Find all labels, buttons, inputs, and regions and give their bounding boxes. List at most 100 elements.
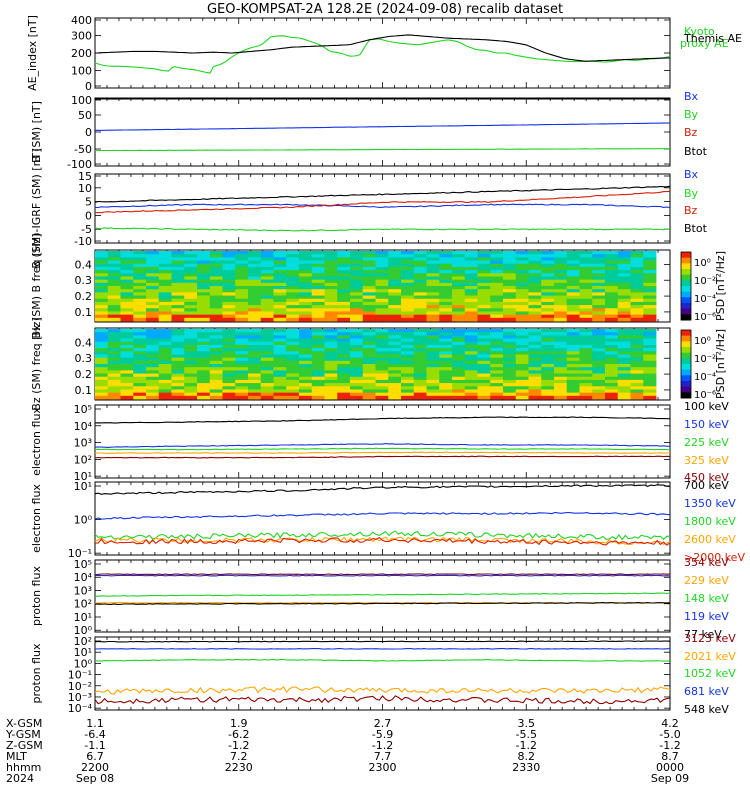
spectrogram-cell [311, 354, 325, 359]
spectrogram-cell [273, 386, 287, 390]
footer-value: 2330 [512, 761, 540, 774]
spectrogram-cell [197, 364, 211, 368]
spectrogram-cell [146, 338, 160, 343]
spectrogram-cell [120, 276, 134, 281]
spectrogram-cell [209, 360, 223, 365]
spectrogram-cell [235, 251, 249, 255]
spectrogram-cell [630, 282, 644, 287]
spectrogram-cell [426, 364, 440, 368]
spectrogram-cell [248, 367, 262, 371]
spectrogram-cell [286, 383, 300, 387]
spectrogram-cell [337, 289, 351, 293]
spectrogram-cell [362, 367, 376, 371]
spectrogram-cell [643, 270, 657, 274]
spectrogram-cell [146, 383, 160, 387]
spectrogram-cell [477, 357, 491, 362]
spectrogram-cell [566, 308, 580, 312]
spectrogram-cell [579, 289, 593, 293]
spectrogram-cell [643, 286, 657, 290]
spectrogram-cell [515, 367, 529, 371]
spectrogram-cell [566, 317, 580, 322]
spectrogram-cell [388, 395, 402, 400]
legend-entry: 700 keV [684, 479, 729, 492]
spectrogram-cell [273, 260, 287, 265]
spectrogram-cell [464, 344, 478, 349]
spectrogram-cell [324, 341, 338, 346]
spectrogram-cell [299, 254, 313, 258]
spectrogram-cell [107, 273, 121, 277]
spectrogram-cell [120, 282, 134, 287]
spectrogram-cell [375, 260, 389, 265]
spectrogram-cell [120, 341, 134, 346]
spectrogram-cell [477, 395, 491, 400]
spectrogram-cell [643, 357, 657, 362]
spectrogram-cell [350, 314, 364, 319]
spectrogram-cell [260, 373, 274, 378]
spectrogram-cell [528, 351, 542, 355]
spectrogram-cell [120, 286, 134, 290]
spectrogram-cell [184, 254, 198, 258]
spectrogram-cell [401, 344, 415, 349]
spectrogram-cell [158, 395, 172, 400]
spectrogram-cell [605, 263, 619, 268]
spectrogram-cell [452, 389, 466, 394]
spectrogram-cell [426, 367, 440, 371]
spectrogram-cell [592, 317, 606, 322]
spectrogram-cell [528, 270, 542, 274]
spectrogram-cell [209, 364, 223, 368]
spectrogram-cell [592, 373, 606, 378]
spectrogram-cell [528, 373, 542, 378]
spectrogram-cell [362, 295, 376, 300]
spectrogram-cell [490, 314, 504, 319]
spectrogram-cell [503, 301, 517, 306]
spectrogram-cell [273, 379, 287, 384]
spectrogram-cell [95, 360, 109, 365]
colorbar-segment [681, 375, 691, 382]
spectrogram-cell [617, 273, 631, 277]
spectrogram-cell [133, 298, 147, 303]
spectrogram-cell [477, 289, 491, 293]
spectrogram-cell [541, 286, 555, 290]
spectrogram-cell [528, 286, 542, 290]
spectrogram-cell [630, 329, 644, 333]
legend-entry: >2000 keV [684, 551, 745, 564]
spectrogram-cell [286, 266, 300, 271]
spectrogram-cell [554, 298, 568, 303]
spectrogram-cell [630, 311, 644, 316]
spectrogram-cell [95, 260, 109, 265]
spectrogram-cell [617, 260, 631, 265]
spectrogram-cell [235, 367, 249, 371]
spectrogram-cell [324, 354, 338, 359]
legend-entry: Bz [684, 204, 698, 217]
spectrogram-cell [579, 376, 593, 381]
spectrogram-cell [324, 301, 338, 306]
spectrogram-cell [235, 395, 249, 400]
spectrogram-cell [299, 392, 313, 397]
spectrogram-cell [375, 273, 389, 277]
spectrogram-cell [171, 392, 185, 397]
spectrogram-cell [95, 266, 109, 271]
spectrogram-cell [643, 301, 657, 306]
spectrogram-cell [95, 311, 109, 316]
spectrogram-cell [362, 254, 376, 258]
spectrogram-cell [643, 276, 657, 281]
spectrogram-cell [197, 308, 211, 312]
spectrogram-cell [503, 379, 517, 384]
spectrogram-cell [490, 338, 504, 343]
spectrogram-cell [286, 305, 300, 309]
spectrogram-cell [605, 257, 619, 261]
spectrogram-cell [528, 376, 542, 381]
spectrogram-cell [617, 386, 631, 390]
spectrogram-cell [273, 383, 287, 387]
spectrogram-cell [541, 266, 555, 271]
colorbar-tick-label: 10⁰ [694, 336, 711, 347]
spectrogram-cell [248, 286, 262, 290]
spectrogram-cell [222, 370, 236, 374]
spectrogram-cell [158, 276, 172, 281]
spectrogram-cell [554, 392, 568, 397]
spectrogram-cell [388, 348, 402, 352]
spectrogram-cell [439, 263, 453, 268]
spectrogram-cell [401, 282, 415, 287]
spectrogram-cell [592, 379, 606, 384]
